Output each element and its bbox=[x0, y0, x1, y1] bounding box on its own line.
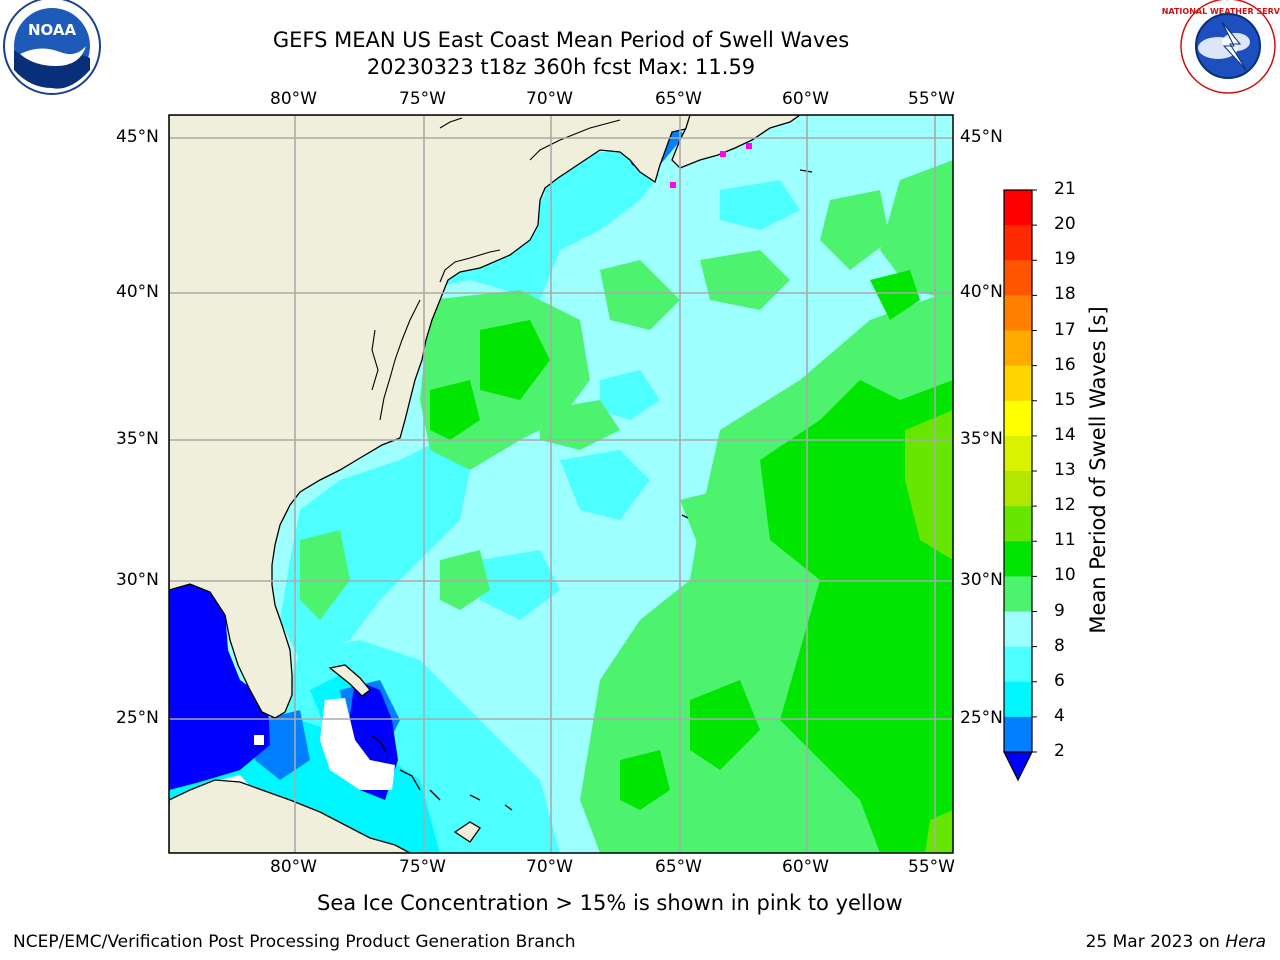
nws-logo-text: NATIONAL WEATHER SERVICE bbox=[1162, 7, 1280, 16]
map-frame bbox=[168, 114, 954, 854]
date-text: 25 Mar 2023 on bbox=[1085, 932, 1226, 952]
nws-logo-icon: NATIONAL WEATHER SERVICE bbox=[1162, 0, 1280, 94]
colorbar-segment bbox=[1004, 400, 1032, 437]
map-area bbox=[169, 115, 953, 853]
colorbar-segment bbox=[1004, 435, 1032, 472]
colorbar-tick-label: 18 bbox=[1054, 284, 1076, 305]
sea-ice-note: Sea Ice Concentration > 15% is shown in … bbox=[317, 891, 903, 915]
land-hispaniola bbox=[453, 821, 481, 843]
land-cuba bbox=[169, 779, 411, 853]
lon-label: 75°W bbox=[399, 89, 446, 109]
lat-label: 45°N bbox=[960, 127, 1003, 147]
lon-label: 70°W bbox=[526, 89, 573, 109]
colorbar-segment bbox=[1004, 330, 1032, 367]
land-north-america bbox=[169, 115, 691, 719]
colorbar-segment bbox=[1004, 471, 1032, 507]
colorbar-tick-label: 13 bbox=[1054, 460, 1076, 480]
machine-name: Hera bbox=[1225, 932, 1266, 952]
chart-subtitle: 20230323 t18z 360h fcst Max: 11.59 bbox=[366, 55, 756, 79]
period-11-12-zones bbox=[905, 410, 953, 853]
colorbar-tick-label: 4 bbox=[1054, 705, 1065, 726]
colorbar-tick-label: 19 bbox=[1054, 249, 1076, 270]
lon-label: 70°W bbox=[526, 857, 573, 877]
colorbar-tick-label: 2 bbox=[1054, 741, 1065, 761]
lon-label: 80°W bbox=[270, 857, 317, 877]
lon-label: 60°W bbox=[782, 857, 829, 877]
lon-label: 55°W bbox=[908, 857, 955, 877]
colorbar-tick-label: 6 bbox=[1054, 670, 1065, 691]
lat-label: 35°N bbox=[116, 429, 159, 449]
lat-label: 25°N bbox=[960, 708, 1003, 728]
colorbar-segment bbox=[1004, 260, 1032, 296]
colorbar-segment bbox=[1004, 681, 1032, 718]
lon-label: 75°W bbox=[399, 857, 446, 877]
lat-label: 45°N bbox=[116, 127, 159, 147]
colorbar-segment bbox=[1004, 576, 1032, 612]
lat-label: 25°N bbox=[116, 708, 159, 728]
colorbar-segment bbox=[1004, 541, 1032, 577]
noaa-logo-text: NOAA bbox=[28, 21, 77, 39]
lon-label: 80°W bbox=[270, 89, 317, 109]
colorbar-segment bbox=[1004, 611, 1032, 648]
colorbar-tick-label: 21 bbox=[1054, 179, 1076, 199]
lat-label: 40°N bbox=[960, 282, 1003, 302]
coastline-details bbox=[371, 117, 621, 421]
colorbar-tick-label: 11 bbox=[1054, 530, 1076, 551]
colorbar-tick-label: 12 bbox=[1054, 495, 1076, 516]
colorbar-segment bbox=[1004, 506, 1032, 542]
colorbar-segment bbox=[1004, 646, 1032, 683]
noaa-logo-icon: NOAA bbox=[3, 0, 101, 95]
colorbar-segment bbox=[1004, 365, 1032, 402]
colorbar-tick-label: 9 bbox=[1054, 600, 1065, 621]
lon-label: 65°W bbox=[655, 89, 702, 109]
colorbar bbox=[1003, 189, 1037, 782]
date-stamp: 25 Mar 2023 on Hera bbox=[1086, 932, 1266, 952]
lat-label: 30°N bbox=[116, 570, 159, 590]
colorbar-tick-label: 15 bbox=[1054, 389, 1076, 410]
colorbar-segment bbox=[1004, 190, 1032, 226]
colorbar-tick-label: 16 bbox=[1054, 354, 1076, 375]
colorbar-tick-label: 10 bbox=[1054, 565, 1076, 586]
colorbar-label: Mean Period of Swell Waves [s] bbox=[1086, 306, 1110, 634]
lat-label: 40°N bbox=[116, 282, 159, 302]
graticule bbox=[169, 115, 953, 853]
colorbar-extension bbox=[1003, 751, 1033, 782]
lon-label: 55°W bbox=[908, 89, 955, 109]
sea-ice-markers bbox=[670, 143, 752, 188]
colorbar-tick-label: 8 bbox=[1054, 635, 1065, 656]
colorbar-segment bbox=[1004, 295, 1032, 331]
lat-label: 35°N bbox=[960, 429, 1003, 449]
colorbar-tick-label: 17 bbox=[1054, 319, 1076, 340]
colorbar-tick-label: 14 bbox=[1054, 424, 1076, 445]
colorbar-tick-label: 20 bbox=[1054, 214, 1076, 235]
bahamas-islands bbox=[328, 169, 813, 811]
credit-text: NCEP/EMC/Verification Post Processing Pr… bbox=[13, 932, 576, 952]
lon-label: 60°W bbox=[782, 89, 829, 109]
colorbar-segment bbox=[1004, 716, 1032, 753]
lat-label: 30°N bbox=[960, 570, 1003, 590]
chart-title: GEFS MEAN US East Coast Mean Period of S… bbox=[272, 28, 850, 52]
period-10-11-zones bbox=[430, 270, 953, 853]
lon-label: 65°W bbox=[655, 857, 702, 877]
colorbar-segment bbox=[1004, 225, 1032, 261]
